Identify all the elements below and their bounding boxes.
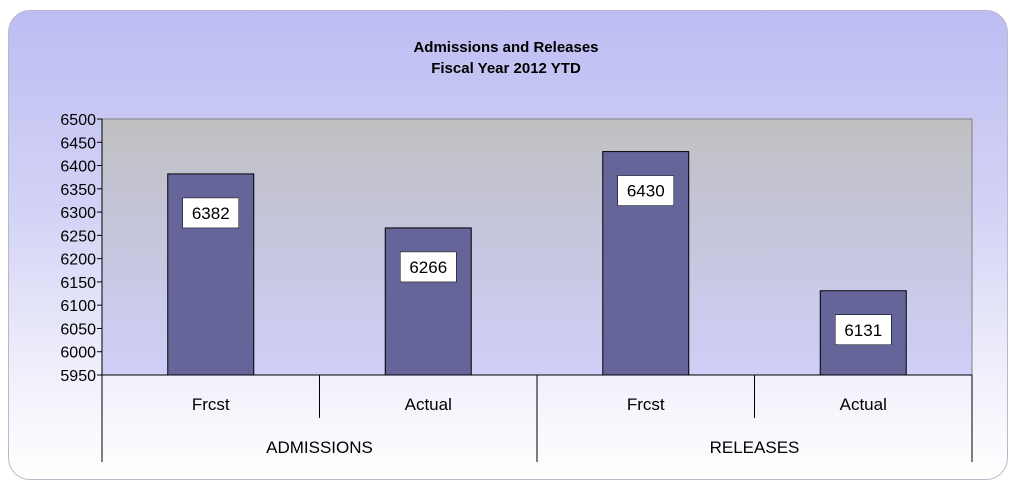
y-tick-label: 6150 [60,275,96,292]
y-tick-label: 6200 [60,252,96,269]
y-tick-label: 6250 [60,228,96,245]
x-group-label: ADMISSIONS [266,438,373,457]
data-label-box [182,197,239,229]
chart-subtitle: Fiscal Year 2012 YTD [431,60,581,77]
chart-title: Admissions and Releases [413,39,598,56]
data-label-box [835,314,892,346]
y-tick-label: 6100 [60,298,96,315]
data-label-box [617,175,674,206]
y-tick-label: 6350 [60,182,96,199]
y-tick-label: 6050 [60,321,96,338]
bar [384,227,472,376]
data-label-box [400,251,457,283]
x-group-label: RELEASES [710,438,800,457]
y-tick-label: 6000 [60,345,96,362]
x-category-label: Frcst [627,395,665,414]
y-tick-label: 5950 [60,368,96,385]
y-tick-label: 6450 [60,135,96,152]
y-tick-label: 6300 [60,205,96,222]
data-label: 6131 [844,321,882,340]
x-category-label: Frcst [192,395,230,414]
data-label: 6430 [627,182,665,201]
x-category-label: Actual [405,395,452,414]
y-tick-label: 6500 [60,112,96,129]
data-label: 6266 [409,258,447,277]
x-category-label: Actual [840,395,887,414]
data-label: 6382 [192,204,230,223]
y-tick-label: 6400 [60,159,96,176]
